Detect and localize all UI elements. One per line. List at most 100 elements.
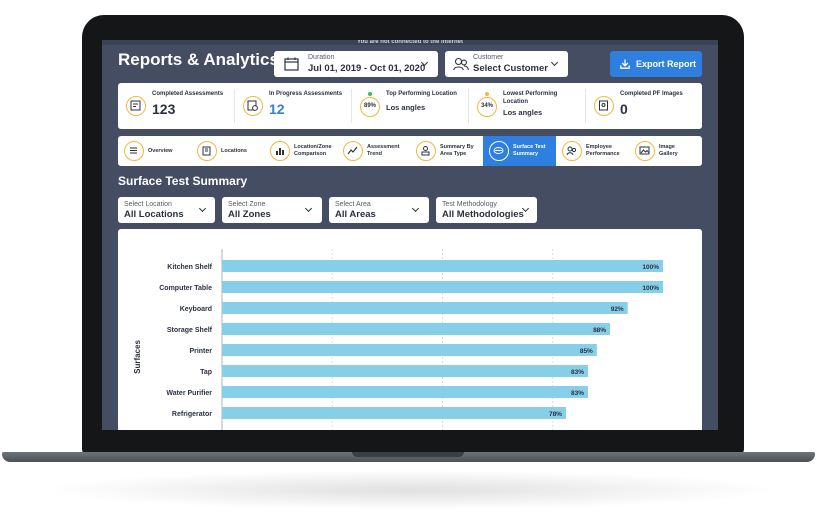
tab-locations[interactable]: Locations	[191, 136, 264, 166]
tab-assessment-trend[interactable]: Assessment Trend	[337, 136, 410, 166]
app-screen: You are not connected to the internet Re…	[102, 40, 718, 430]
bar-value-label: 92%	[611, 306, 624, 313]
image-gallery-icon	[635, 141, 655, 161]
section-title: Surface Test Summary	[118, 174, 248, 188]
bar[interactable]	[222, 281, 663, 293]
employee-icon	[562, 141, 582, 161]
tab-label: Location/Zone	[294, 144, 332, 150]
category-label: Storage Shelf	[167, 327, 213, 334]
laptop-shadow	[40, 470, 780, 510]
stat-label: Location	[503, 99, 528, 105]
stat-value: 123	[152, 101, 176, 117]
filter-value: All Methodologies	[442, 209, 524, 220]
surface-test-icon	[489, 141, 509, 161]
bar[interactable]	[222, 407, 566, 419]
duration-value: Jul 01, 2019 - Oct 01, 2020	[308, 63, 426, 74]
tab-label: Locations	[221, 148, 247, 154]
customer-dropdown[interactable]: Customer Select Customer	[445, 51, 568, 77]
page-title: Reports & Analytics	[118, 50, 279, 69]
zone-filter[interactable]: Select Zone All Zones	[222, 197, 322, 223]
tab-label: Image	[659, 144, 675, 150]
stat-location: Los angles	[503, 108, 543, 117]
list-icon	[124, 141, 144, 161]
filter-value: All Locations	[124, 209, 184, 220]
tab-surface-test-summary[interactable]: Surface Test Summary	[483, 136, 556, 166]
tab-label: Comparison	[294, 151, 327, 157]
filter-label: Test Methodology	[442, 201, 497, 208]
bar[interactable]	[222, 260, 663, 272]
tab-label: Overview	[148, 148, 173, 154]
tab-overview[interactable]: Overview	[118, 136, 191, 166]
clipboard-check-icon	[126, 96, 146, 116]
category-label: Refrigerator	[172, 411, 212, 418]
test-methodology-filter[interactable]: Test Methodology All Methodologies	[436, 197, 537, 223]
bar-value-label: 100%	[642, 264, 659, 271]
customer-label: Customer	[473, 54, 504, 61]
category-label: Kitchen Shelf	[167, 264, 212, 271]
status-dot-icon	[368, 92, 372, 96]
tab-employee-performance[interactable]: Employee Performance	[556, 136, 629, 166]
filter-value: All Areas	[335, 209, 376, 220]
trend-icon	[343, 141, 363, 161]
tab-label: Summary By	[440, 144, 474, 150]
bar[interactable]	[222, 302, 628, 314]
stat-location: Los angles	[386, 103, 426, 112]
location-filter[interactable]: Select Location All Locations	[118, 197, 215, 223]
stat-value: 12	[269, 101, 285, 117]
bar[interactable]	[222, 344, 597, 356]
stat-label: Top Performing Location	[386, 91, 457, 97]
report-tabs: Overview Locations Location/Zone Compari…	[118, 136, 702, 166]
stat-label: In Progress Assessments	[269, 91, 343, 97]
chevron-down-icon	[550, 58, 559, 67]
export-report-button[interactable]: Export Report	[610, 51, 702, 77]
category-label: Computer Table	[159, 285, 212, 292]
tab-label: Trend	[367, 151, 382, 157]
area-person-icon	[416, 141, 436, 161]
stat-label: Lowest Performing	[503, 91, 558, 97]
bar-chart-icon	[270, 141, 290, 161]
laptop-notch	[352, 452, 464, 457]
tab-label: Employee	[586, 144, 612, 150]
clipboard-clock-icon	[243, 96, 263, 116]
y-axis-label: Surfaces	[133, 340, 142, 374]
bar[interactable]	[222, 386, 589, 398]
stats-card: Completed Assessments 123 In Progress As…	[118, 83, 702, 129]
tab-image-gallery[interactable]: Image Gallery	[629, 136, 702, 166]
tab-summary-by-area-type[interactable]: Summary By Area Type	[410, 136, 483, 166]
area-filter[interactable]: Select Area All Areas	[329, 197, 429, 223]
building-icon	[197, 141, 217, 161]
tab-label: Summary	[513, 151, 539, 157]
duration-label: Duration	[308, 54, 335, 61]
filter-label: Select Zone	[228, 201, 266, 208]
divider	[351, 89, 352, 123]
bar-value-label: 85%	[580, 348, 593, 355]
filter-value: All Zones	[228, 209, 271, 220]
calendar-icon	[284, 57, 299, 71]
tab-label: Assessment	[367, 144, 400, 150]
chevron-down-icon	[304, 204, 313, 213]
bar[interactable]	[222, 365, 589, 377]
filter-label: Select Area	[335, 201, 371, 208]
duration-dropdown[interactable]: Duration Jul 01, 2019 - Oct 01, 2020	[274, 51, 438, 77]
offline-banner: You are not connected to the internet	[102, 40, 718, 45]
bar-value-label: 83%	[571, 390, 584, 397]
stat-completed-pf-images: Completed PF Images 0	[586, 83, 702, 129]
divider	[468, 89, 469, 123]
tab-label: Surface Test	[513, 144, 546, 150]
stat-lowest-performing-location: 34% Lowest Performing Location Los angle…	[469, 83, 585, 129]
tab-label: Performance	[586, 151, 620, 157]
users-icon	[453, 57, 469, 71]
stat-completed-assessments: Completed Assessments 123	[118, 83, 234, 129]
chevron-down-icon	[411, 204, 420, 213]
tab-location-zone-comparison[interactable]: Location/Zone Comparison	[264, 136, 337, 166]
stat-top-performing-location: 89% Top Performing Location Los angles	[352, 83, 468, 129]
surface-test-bar-chart: Surfaces Kitchen Shelf 100% Computer Table…	[133, 249, 663, 430]
top-location-percent: 89%	[360, 97, 380, 117]
category-label: Keyboard	[180, 306, 212, 313]
bar[interactable]	[222, 323, 611, 335]
divider	[234, 89, 235, 123]
laptop-base	[2, 452, 815, 462]
customer-value: Select Customer	[473, 63, 548, 74]
filter-label: Select Location	[124, 201, 172, 208]
category-label: Tap	[200, 369, 212, 376]
